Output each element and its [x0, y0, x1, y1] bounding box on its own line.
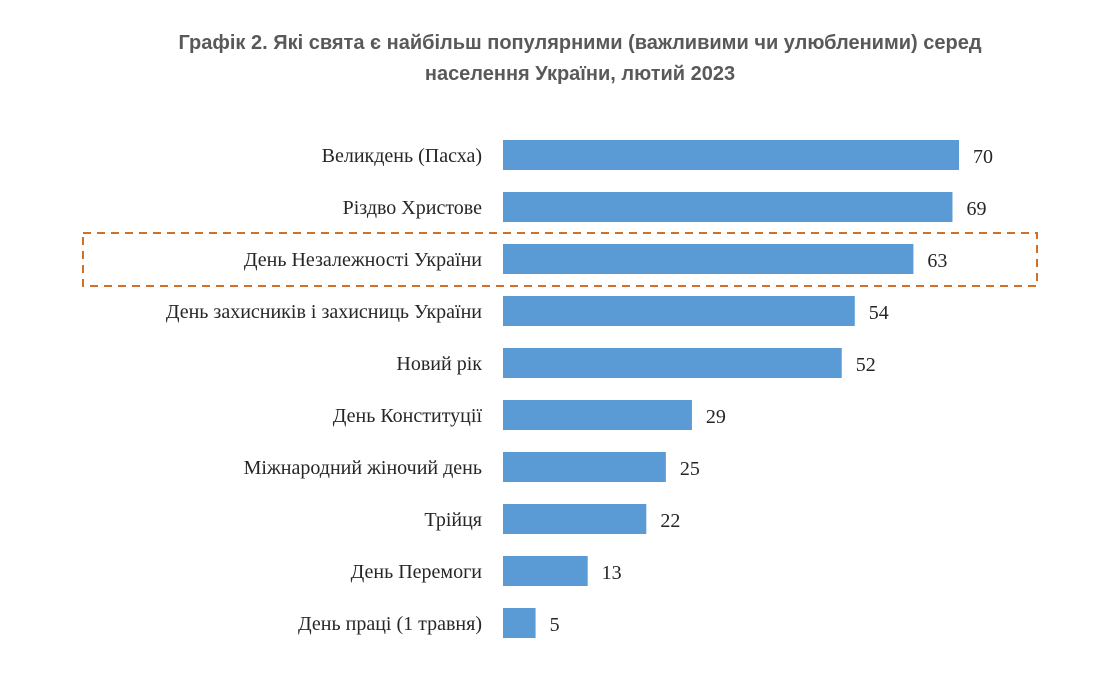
- category-label: День захисників і захисниць України: [166, 301, 482, 323]
- data-label: 29: [706, 406, 726, 428]
- bar: [503, 504, 647, 534]
- category-label: День праці (1 травня): [298, 613, 482, 635]
- highlight-box: [82, 232, 1038, 287]
- bar: [503, 296, 855, 326]
- category-label: День Конституції: [333, 405, 483, 427]
- data-label: 69: [966, 198, 986, 220]
- data-label: 70: [973, 146, 993, 168]
- chart-title: Графік 2. Які свята є найбільш популярни…: [0, 28, 1120, 90]
- category-label: Трійця: [424, 509, 482, 531]
- data-label: 22: [660, 510, 680, 532]
- data-label: 52: [856, 354, 876, 376]
- category-label: Новий рік: [396, 353, 482, 375]
- bar: [503, 140, 959, 170]
- bar: [503, 452, 666, 482]
- bar: [503, 192, 953, 222]
- category-label: Міжнародний жіночий день: [244, 457, 482, 479]
- bar: [503, 244, 914, 274]
- category-label: День Перемоги: [351, 561, 483, 583]
- category-label: Великдень (Пасха): [322, 145, 482, 167]
- bar: [503, 348, 842, 378]
- bar: [503, 400, 692, 430]
- data-label: 13: [602, 562, 622, 584]
- data-label: 63: [927, 250, 947, 272]
- chart-title-line2: населення України, лютий 2023: [424, 63, 736, 85]
- data-label: 5: [550, 614, 560, 636]
- bar: [503, 608, 536, 638]
- chart-title-line1: Графік 2. Які свята є найбільш популярни…: [178, 32, 982, 54]
- category-label: Різдво Христове: [343, 197, 483, 219]
- data-label: 25: [680, 458, 700, 480]
- category-label: День Незалежності України: [244, 249, 482, 271]
- data-label: 54: [869, 302, 889, 324]
- bar: [503, 556, 588, 586]
